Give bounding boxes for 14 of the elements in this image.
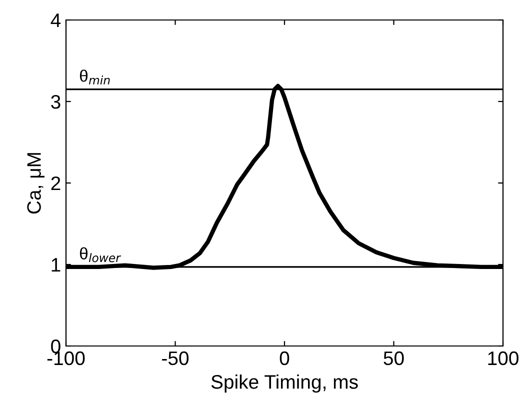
y-tick-label: 2 [51,176,60,190]
x-axis-title: Spike Timing, ms [211,374,358,393]
y-axis-title: Ca, μM [27,153,44,214]
x-tick-label: 100 [488,351,518,366]
y-tick-label: 0 [51,339,60,354]
y-tick-label: 4 [50,14,61,28]
ref-line-label: θ$_{lower}$ [80,247,122,262]
x-tick-label: 50 [384,351,404,366]
x-tick-label: 0 [280,351,290,366]
y-tick-label: 3 [51,94,60,109]
x-tick-label: -100 [47,351,85,366]
y-tick-label: 1 [52,258,60,272]
x-tick-label: -50 [162,351,189,366]
ref-line-label: θ$_{min}$ [80,70,110,84]
